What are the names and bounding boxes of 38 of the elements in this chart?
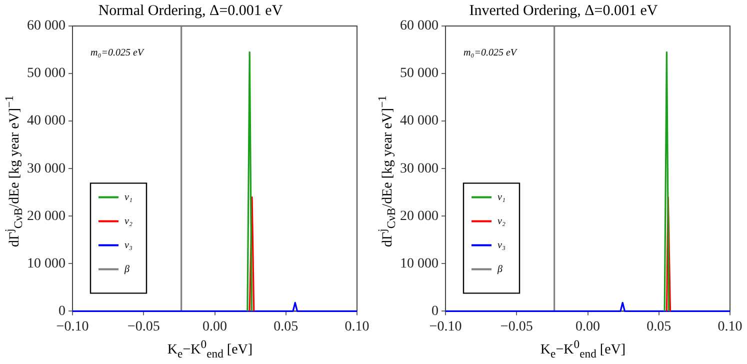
y-tick-label: 0	[432, 304, 438, 319]
x-tick-label: −0.10	[429, 319, 462, 334]
y-tick-label: 20 000	[27, 208, 66, 224]
x-tick-label: 0.10	[718, 319, 742, 334]
legend-label: β	[124, 264, 130, 275]
x-tick-label: −0.05	[127, 319, 160, 334]
y-tick-label: 0	[58, 304, 66, 319]
y-tick-label: 10 000	[27, 256, 66, 272]
y-tick-label: 40 000	[27, 114, 66, 129]
legend-label: ν₂	[124, 216, 133, 227]
legend-label: ν₃	[124, 240, 133, 251]
x-axis-title: K$_{e}$−K$^{0}$$_{end}$ [eV]	[166, 338, 254, 360]
annotation: m₀=0.025 eV	[464, 48, 518, 59]
legend-label: β	[496, 264, 502, 275]
chart-title: Inverted Ordering, Δ=0.001 eV	[469, 2, 658, 19]
legend-label: ν₃	[498, 240, 506, 251]
x-tick-label: 0.00	[576, 319, 600, 334]
x-tick-label: 0.05	[646, 319, 672, 334]
x-tick-label: 0.05	[274, 319, 298, 334]
x-tick-label: 0.10	[344, 319, 370, 334]
y-tick-label: 30 000	[400, 161, 438, 176]
y-tick-label: 60 000	[400, 18, 438, 34]
chart-title: Normal Ordering, Δ=0.001 eV	[98, 2, 283, 19]
y-tick-label: 20 000	[400, 208, 438, 224]
y-tick-label: 30 000	[27, 161, 66, 176]
y-tick-label: 50 000	[27, 66, 66, 82]
legend-label: ν₁	[124, 192, 132, 203]
legend-label: ν₁	[498, 192, 506, 203]
annotation: m₀=0.025 eV	[90, 48, 146, 59]
legend-label: ν₂	[498, 216, 506, 227]
y-tick-label: 40 000	[400, 114, 438, 129]
x-tick-label: −0.05	[500, 319, 533, 334]
x-tick-label: −0.10	[56, 319, 89, 334]
y-tick-label: 10 000	[400, 256, 438, 272]
x-tick-label: 0.00	[202, 319, 227, 334]
y-tick-label: 50 000	[400, 66, 438, 82]
x-axis-title: K$_{e}$−K$^{0}$$_{end}$ [eV]	[539, 338, 627, 360]
y-tick-label: 60 000	[27, 18, 66, 34]
